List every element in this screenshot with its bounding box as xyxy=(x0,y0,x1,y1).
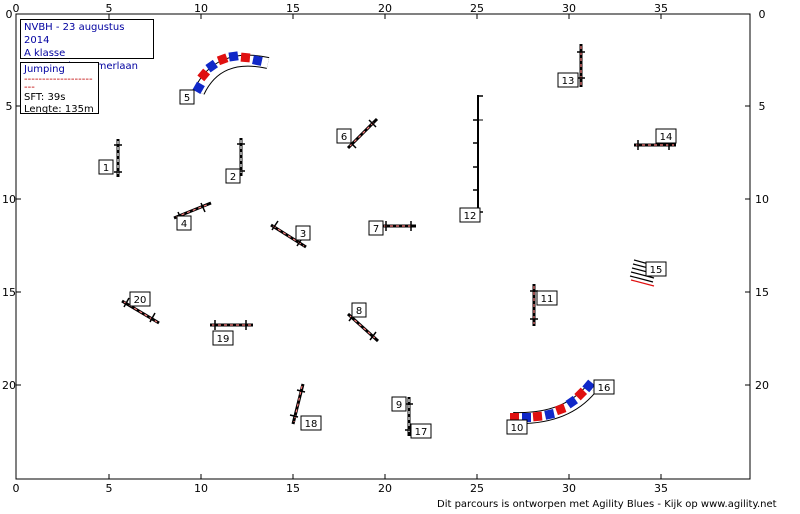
obstacle-number-box xyxy=(225,168,241,184)
axis-ticks xyxy=(15,14,750,479)
obstacle-number-box xyxy=(410,423,432,439)
obstacle-number-box xyxy=(295,225,311,241)
y-tick-label-left: 10 xyxy=(2,193,16,206)
x-tick-label-bottom: 0 xyxy=(13,482,20,495)
obstacle-number: 17 xyxy=(415,427,428,438)
jump-14 xyxy=(634,140,676,150)
obstacle-number: 20 xyxy=(134,295,147,306)
course-info-box: Jumping ---------------------- SFT: 39s … xyxy=(20,62,99,115)
jump-13 xyxy=(577,44,585,87)
obstacle-number-box xyxy=(351,302,367,318)
obstacle-number: 3 xyxy=(300,229,306,240)
y-tick-label-left: 0 xyxy=(6,8,13,21)
obstacle-number: 10 xyxy=(511,423,524,434)
obstacle-number: 5 xyxy=(184,93,190,104)
x-tick-label-top: 5 xyxy=(106,2,113,15)
obstacle-number: 8 xyxy=(356,306,362,317)
obstacle-number: 16 xyxy=(598,383,611,394)
obstacle-number: 13 xyxy=(562,76,575,87)
jump-7 xyxy=(382,221,416,231)
obstacle-number: 14 xyxy=(660,132,673,143)
y-tick-label-right: 0 xyxy=(759,8,766,21)
x-tick-label-bottom: 25 xyxy=(470,482,484,495)
field-border xyxy=(15,13,751,480)
obstacle-number: 12 xyxy=(464,211,477,222)
obstacle-number: 2 xyxy=(230,172,236,183)
obstacle-number-box xyxy=(645,261,667,277)
event-class: A klasse xyxy=(24,48,66,59)
x-tick-label-bottom: 30 xyxy=(562,482,576,495)
y-tick-label-right: 10 xyxy=(755,193,769,206)
x-tick-label-bottom: 20 xyxy=(378,482,392,495)
obstacle-number: 7 xyxy=(373,224,379,235)
x-tick-label-bottom: 15 xyxy=(286,482,300,495)
x-tick-label-bottom: 10 xyxy=(194,482,208,495)
obstacle-number-box xyxy=(557,72,579,88)
y-tick-label-left: 5 xyxy=(6,100,13,113)
obstacle-number: 15 xyxy=(650,265,663,276)
wall-12 xyxy=(473,95,483,222)
x-tick-label-top: 10 xyxy=(194,2,208,15)
obstacle-number-box xyxy=(506,419,528,435)
footer-credit: Dit parcours is ontworpen met Agility Bl… xyxy=(437,499,777,510)
course-type: Jumping xyxy=(24,64,65,75)
course-separator: ---------------------- xyxy=(24,74,93,93)
obstacle-number-box xyxy=(176,215,192,231)
obstacle-number-box xyxy=(212,330,234,346)
obstacle-number-box xyxy=(593,379,615,395)
obstacle-number-box xyxy=(336,128,352,144)
jump-3 xyxy=(270,220,307,249)
event-title: NVBH - 23 augustus 2014 xyxy=(24,22,125,46)
obstacle-number: 19 xyxy=(217,334,230,345)
x-tick-label-top: 20 xyxy=(378,2,392,15)
obstacle-number-box xyxy=(129,291,151,307)
obstacle-number-box xyxy=(536,290,558,306)
event-info-box: NVBH - 23 augustus 2014 A klasse KM: San… xyxy=(20,19,154,72)
y-tick-label-left: 20 xyxy=(2,379,16,392)
obstacle-number-box xyxy=(655,128,677,144)
obstacle-number: 1 xyxy=(103,163,109,174)
x-tick-label-top: 35 xyxy=(654,2,668,15)
obstacle-number-box xyxy=(391,396,407,412)
obstacle-number: 11 xyxy=(541,294,554,305)
obstacle-number-box xyxy=(300,415,322,431)
y-tick-label-right: 20 xyxy=(755,379,769,392)
jump-6 xyxy=(346,117,379,150)
x-tick-label-top: 25 xyxy=(470,2,484,15)
obstacle-number-box xyxy=(459,207,481,223)
x-tick-label-bottom: 5 xyxy=(106,482,113,495)
y-tick-label-right: 15 xyxy=(755,286,769,299)
course-length: Lengte: 135m xyxy=(24,104,94,115)
x-tick-label-top: 15 xyxy=(286,2,300,15)
jump-1 xyxy=(114,139,122,177)
x-tick-label-bottom: 35 xyxy=(654,482,668,495)
x-tick-label-top: 30 xyxy=(562,2,576,15)
jump-19 xyxy=(210,320,253,330)
x-tick-label-top: 0 xyxy=(13,2,20,15)
jump-18 xyxy=(289,383,306,425)
course-sft: SFT: 39s xyxy=(24,92,66,103)
y-tick-label-right: 5 xyxy=(759,100,766,113)
jump-11 xyxy=(530,284,538,326)
obstacle-number: 9 xyxy=(396,400,402,411)
obstacle-number-box xyxy=(98,159,114,175)
obstacle-number-box xyxy=(368,220,384,236)
obstacle-number: 18 xyxy=(305,419,318,430)
tunnel-10-16 xyxy=(510,379,596,425)
y-tick-label-left: 15 xyxy=(2,286,16,299)
obstacle-number-box xyxy=(179,89,195,105)
obstacle-number: 4 xyxy=(181,219,187,230)
obstacle-number: 6 xyxy=(341,132,347,143)
tunnel-5 xyxy=(192,51,270,95)
